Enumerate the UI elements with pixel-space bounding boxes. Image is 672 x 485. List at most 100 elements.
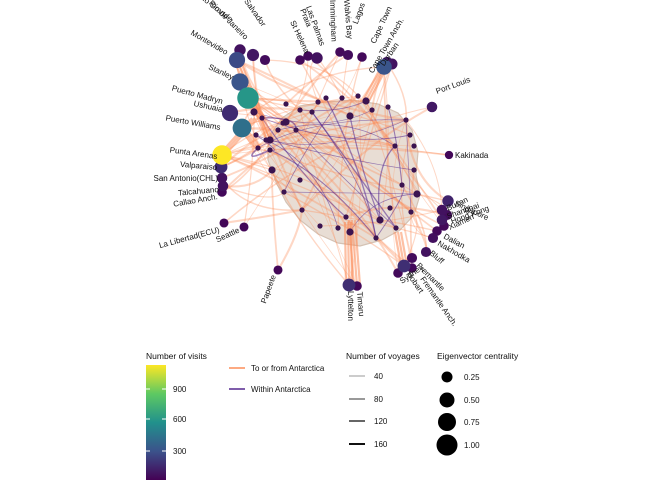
legend-voyages-tick: 80 [374, 395, 383, 404]
legend-centrality-tick: 0.50 [464, 396, 480, 405]
legend-centrality-swatch [439, 392, 455, 408]
legend-centrality-title: Eigenvector centrality [437, 351, 519, 361]
nodes-layer [212, 44, 454, 292]
port-label: Stanley [207, 62, 235, 81]
port-node [442, 195, 454, 207]
edges-layer [218, 49, 450, 287]
edge-to-from-antarctica [236, 59, 407, 122]
antarctic-station-node [263, 137, 269, 143]
edge-within-antarctica [299, 100, 367, 112]
port-node [376, 59, 392, 75]
port-node [406, 252, 418, 264]
edge-to-from-antarctica [222, 185, 285, 198]
edge-within-antarctica [295, 129, 397, 229]
port-node [342, 49, 354, 61]
legend-voyages-tick: 40 [374, 372, 383, 381]
port-node [239, 222, 249, 232]
edge-to-from-antarctica [247, 97, 412, 213]
edge-within-antarctica [277, 124, 396, 147]
legend-edge-within: Within Antarctica [251, 385, 311, 394]
antarctic-station-node [335, 225, 341, 231]
edge-to-from-antarctica [362, 66, 382, 102]
edge-to-from-antarctica [379, 219, 438, 232]
edge-to-from-antarctica [337, 56, 363, 229]
edge-to-from-antarctica [264, 59, 359, 97]
edge-to-from-antarctica [253, 66, 385, 113]
edge-to-from-antarctica [379, 66, 389, 221]
port-label: Lagos [351, 2, 367, 26]
legend-visits-tick: 900 [173, 385, 187, 394]
antarctic-station-node [393, 225, 399, 231]
legend-voyages-tick: 120 [374, 417, 388, 426]
edge-to-from-antarctica [229, 112, 396, 147]
edge-to-from-antarctica [247, 97, 403, 186]
antarctic-station-node [392, 143, 398, 149]
edge-to-from-antarctica [221, 119, 407, 156]
edge-to-from-antarctica [357, 95, 443, 221]
port-label: Port Louis [435, 75, 472, 96]
edge-to-from-antarctica [353, 219, 362, 287]
antarctic-station-node [376, 216, 384, 224]
port-node [342, 278, 356, 292]
antarctic-station-node [275, 127, 281, 133]
port-node [232, 118, 252, 138]
edge-within-antarctica [269, 149, 377, 239]
edge-to-from-antarctica [241, 127, 321, 227]
edge-to-from-antarctica [365, 100, 413, 269]
edge-to-from-antarctica [223, 119, 407, 224]
antarctic-station-node [399, 182, 405, 188]
port-label: Kakinada [455, 151, 489, 160]
port-label: Puerto Williams [165, 113, 221, 132]
edge-within-antarctica [269, 139, 415, 171]
port-node [246, 48, 260, 62]
port-node [436, 204, 448, 216]
antarctic-station-node [267, 147, 273, 153]
antarctic-station-node [407, 132, 413, 138]
edge-within-antarctica [283, 191, 418, 195]
antarctic-station-node [362, 97, 370, 105]
port-node [216, 172, 228, 184]
port-node [221, 104, 239, 122]
legend-visits-tick: 600 [173, 415, 187, 424]
port-node [303, 51, 313, 61]
antarctic-station-node [282, 118, 290, 126]
edge-to-from-antarctica [283, 51, 341, 193]
legend-centrality-tick: 0.25 [464, 373, 480, 382]
edge-within-antarctica [253, 109, 373, 124]
port-node [231, 73, 249, 91]
port-label: Rio Grande [197, 0, 235, 24]
legend-voyages-tick: 160 [374, 440, 388, 449]
edge-within-antarctica [378, 145, 396, 221]
antarctic-station-node [268, 166, 276, 174]
port-node [357, 52, 367, 62]
legend-centrality-swatch [436, 434, 458, 456]
antarctic-station-node [385, 104, 391, 110]
antarctic-station-node [387, 205, 393, 211]
edge-to-from-antarctica [221, 95, 359, 179]
legend-voyages: Number of voyages 40 80 120 160 [346, 351, 420, 449]
antarctic-station-node [339, 95, 345, 101]
edge-to-from-antarctica [222, 169, 273, 188]
edge-to-from-antarctica [349, 63, 393, 233]
edge-to-from-antarctica [277, 129, 450, 156]
port-label: Valparaiso [180, 160, 218, 172]
port-node [427, 232, 439, 244]
port-node [217, 180, 229, 192]
port-label: Lyttelton [346, 291, 355, 321]
edge-to-from-antarctica [299, 109, 350, 286]
legend: Number of visits 900 600 300 To or from … [146, 351, 519, 480]
edge-to-from-antarctica [221, 141, 396, 156]
antarctic-station-node [283, 101, 289, 107]
edge-within-antarctica [349, 115, 381, 221]
antarctic-station-node [253, 132, 259, 138]
antarctic-station-node [309, 109, 315, 115]
port-label: Montevideo [189, 28, 230, 57]
antarctic-station-node [411, 167, 417, 173]
port-node [420, 246, 432, 258]
edge-to-from-antarctica [285, 51, 341, 123]
antarctic-station-node [299, 207, 305, 213]
port-label: La Libertad(ECU) [158, 225, 221, 250]
edge-to-from-antarctica [343, 221, 348, 286]
edge-within-antarctica [387, 106, 403, 186]
